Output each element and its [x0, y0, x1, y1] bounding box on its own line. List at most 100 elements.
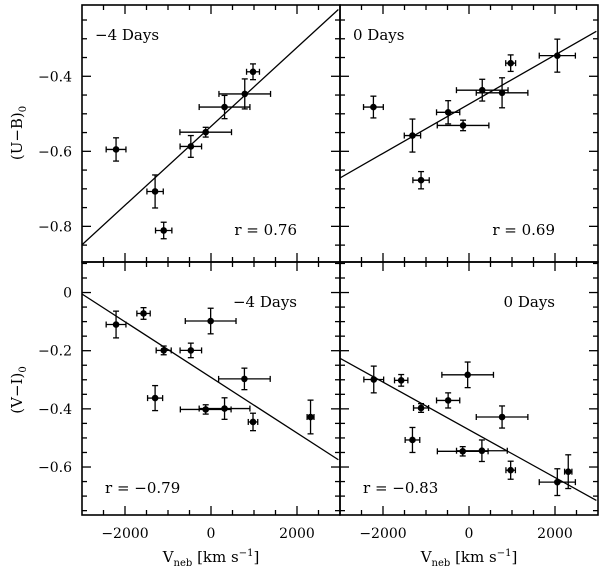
data-point [198, 397, 251, 420]
point-marker [498, 413, 506, 421]
svg-text:(U−B)0: (U−B)0 [8, 106, 29, 160]
data-point [136, 307, 151, 320]
x-tick-label: −2000 [359, 526, 406, 542]
y-tick-label: −0.2 [38, 344, 72, 360]
data-point [393, 373, 409, 387]
x-tick-label: 0 [465, 526, 474, 542]
y-tick-label: −0.4 [38, 402, 72, 418]
data-point [475, 405, 529, 429]
point-marker [409, 132, 416, 139]
data-point [247, 412, 259, 432]
point-marker [160, 347, 167, 354]
y-tick-label: −0.6 [38, 144, 72, 160]
y-axis-label-bottom: (V−I)0 [8, 366, 29, 413]
data-point [412, 170, 430, 190]
panel-label: 0 Days [353, 26, 404, 44]
data-point [198, 94, 251, 120]
data-point [538, 468, 577, 497]
panel-bottom-left: 0 −0.2 −0.4 −0.6 −2000 0 2000 −4 Days r = −0.79 [38, 261, 341, 542]
point-marker [417, 176, 425, 184]
fit-line [82, 9, 339, 246]
plot-area [340, 30, 597, 190]
panel-frame [339, 261, 599, 516]
data-point [306, 399, 315, 435]
point-marker [554, 52, 561, 59]
point-marker [249, 418, 257, 426]
y-axis-label-top: (U−B)0 [8, 106, 29, 160]
point-marker [507, 466, 514, 474]
data-point [475, 77, 529, 109]
point-marker [464, 371, 471, 379]
data-point [436, 119, 490, 132]
point-marker [202, 406, 210, 413]
panel-top-right: 0 Days r = 0.69 [339, 4, 599, 263]
plot-area [340, 357, 597, 502]
data-point [217, 367, 271, 391]
data-point [179, 126, 233, 138]
x-tick-label: 2000 [279, 526, 315, 542]
point-marker [397, 377, 405, 384]
point-marker [140, 310, 147, 317]
point-marker [151, 394, 159, 402]
point-marker [478, 447, 486, 455]
data-point [538, 38, 577, 73]
x-tick-label: 0 [207, 526, 216, 542]
panel-bottom-right: −2000 0 2000 0 Days r = −0.83 [339, 261, 599, 542]
plot-area [82, 9, 339, 246]
point-marker [370, 376, 378, 383]
data-point [362, 95, 384, 119]
data-point [154, 221, 173, 240]
data-point [455, 439, 508, 463]
data-point [404, 426, 421, 454]
correlation-label: r = −0.83 [363, 479, 438, 497]
point-marker [249, 68, 257, 76]
panel-frame [81, 261, 341, 516]
data-point [441, 361, 495, 389]
data-point [563, 454, 573, 490]
point-marker [187, 143, 195, 150]
data-point [179, 342, 203, 359]
fit-line [340, 357, 597, 502]
point-marker [370, 103, 377, 111]
point-marker [417, 404, 425, 412]
data-point [435, 100, 461, 125]
data-point [403, 118, 422, 153]
data-point [412, 402, 430, 413]
svg-text:(V−I)0: (V−I)0 [8, 366, 29, 413]
plot-area [82, 293, 339, 461]
point-marker [507, 59, 514, 67]
correlation-label: r = 0.76 [234, 221, 297, 239]
y-tick-label: −0.4 [38, 69, 72, 85]
x-axis-label-right: Vneb [km s−1] [420, 548, 518, 569]
data-point [505, 460, 517, 480]
point-marker [478, 86, 486, 94]
data-point [105, 310, 127, 339]
y-tick-label: 0 [63, 286, 72, 302]
x-tick-label: 2000 [537, 526, 573, 542]
point-marker [409, 436, 416, 444]
point-marker [444, 397, 452, 404]
data-point [505, 54, 517, 73]
point-marker [221, 103, 228, 111]
data-point [218, 78, 272, 110]
point-marker [202, 128, 210, 136]
panel-label: 0 Days [504, 293, 555, 311]
panel-label: −4 Days [233, 293, 297, 311]
data-point [179, 134, 203, 158]
data-point [146, 384, 164, 412]
y-tick-label: −0.8 [38, 219, 72, 235]
point-marker [564, 468, 572, 475]
data-point [363, 365, 385, 394]
data-point [105, 137, 127, 162]
point-marker [241, 90, 249, 98]
data-point [146, 174, 164, 209]
x-tick-label: −2000 [101, 526, 148, 542]
x-axis-label-left: Vneb [km s−1] [162, 548, 260, 569]
data-point [245, 63, 261, 81]
fit-line [82, 293, 339, 461]
point-marker [160, 227, 167, 234]
point-marker [112, 321, 120, 328]
point-marker [554, 478, 561, 486]
